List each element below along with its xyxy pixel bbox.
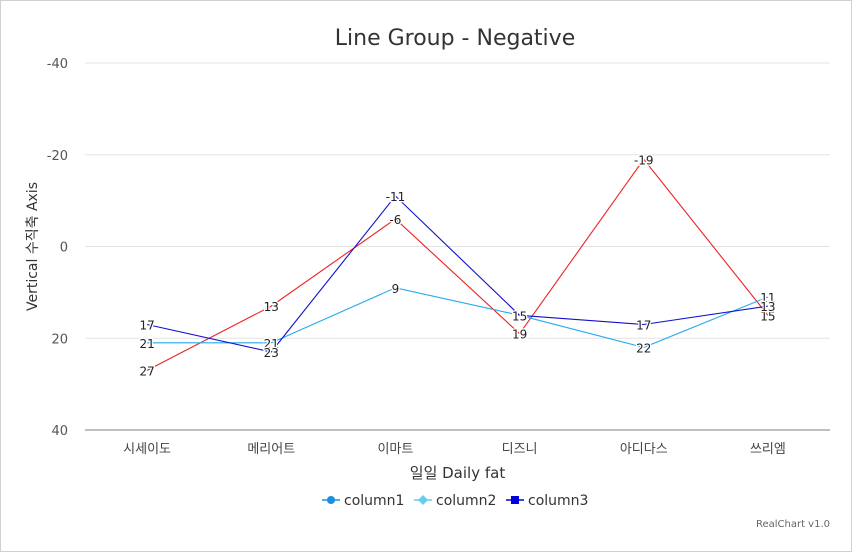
data-label: 21 — [139, 337, 154, 351]
x-tick-label: 디즈니 — [502, 442, 538, 457]
data-label: 19 — [512, 328, 527, 342]
data-label: 11 — [760, 291, 775, 305]
y-tick-label: -20 — [47, 149, 68, 164]
x-tick-label: 메리어트 — [247, 442, 295, 457]
data-label: 27 — [139, 364, 154, 378]
x-tick-label: 쓰리엠 — [750, 442, 786, 457]
legend-marker-diamond — [418, 495, 428, 505]
legend-label-column3: column3 — [528, 493, 588, 509]
x-tick-label: 시세이도 — [123, 442, 171, 457]
series-line-column2 — [147, 287, 769, 349]
legend-marker-square — [511, 496, 519, 504]
data-label: 15 — [760, 309, 775, 323]
series-line-column1 — [146, 158, 769, 371]
y-tick-label: -40 — [47, 57, 68, 72]
data-label: 17 — [139, 318, 154, 332]
chart-credit: RealChart v1.0 — [755, 519, 830, 530]
x-axis-label: 일일 Daily fat — [410, 464, 506, 482]
y-tick-label: 20 — [51, 332, 68, 347]
data-label: -6 — [389, 213, 401, 227]
y-axis-label: Vertical 수직축 Axis — [25, 182, 41, 311]
data-label: -11 — [386, 190, 406, 204]
data-label: 22 — [636, 341, 651, 355]
legend-label-column1: column1 — [344, 493, 404, 509]
data-label: 15 — [512, 309, 527, 323]
data-label: 13 — [264, 300, 279, 314]
data-label: 23 — [264, 346, 279, 360]
y-tick-label: 0 — [60, 241, 68, 256]
data-label: -19 — [634, 153, 654, 167]
chart-title: Line Group - Negative — [335, 26, 575, 51]
data-label: 15 — [512, 309, 527, 323]
data-label: 17 — [636, 318, 651, 332]
y-tick-label: 40 — [51, 424, 68, 439]
data-label: 9 — [392, 282, 400, 296]
legend-label-column2: column2 — [436, 493, 496, 509]
data-label: 21 — [264, 337, 279, 351]
data-label: 13 — [760, 300, 775, 314]
legend-marker-circle — [327, 496, 335, 504]
x-tick-label: 이마트 — [377, 442, 413, 457]
x-tick-label: 아디다스 — [620, 442, 668, 457]
series-line-column3 — [146, 195, 768, 353]
